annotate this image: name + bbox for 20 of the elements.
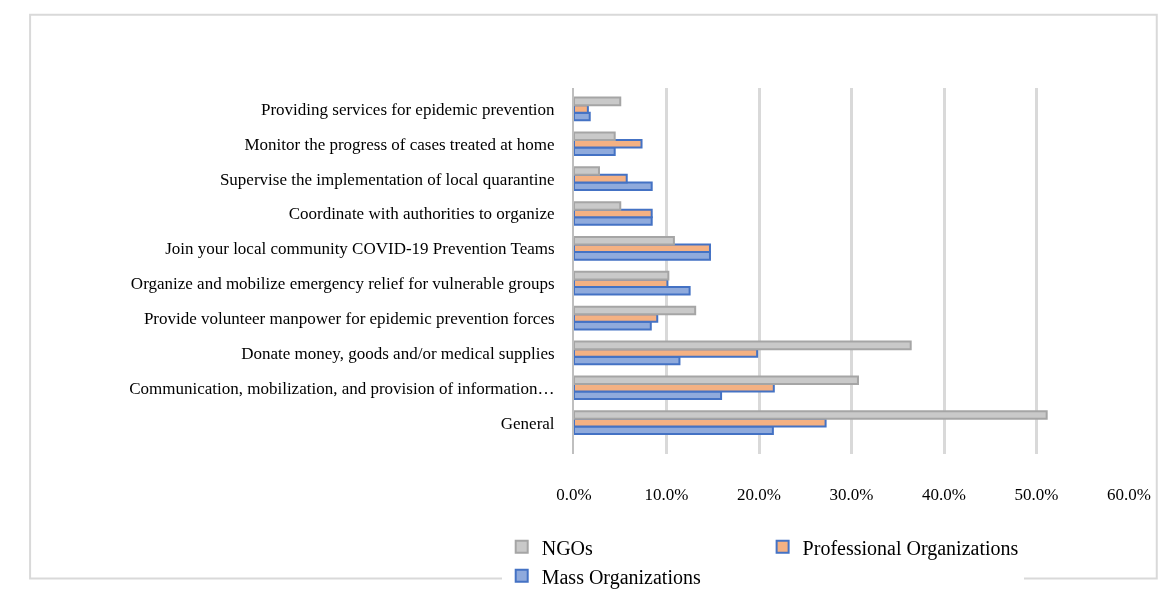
y-tick-label: Join your local community COVID-19 Prevention Teams	[165, 239, 555, 259]
legend-label: Professional Organizations	[802, 536, 1019, 560]
x-tick-label: 0.0%	[556, 485, 592, 504]
y-tick-label: Provide volunteer manpower for epidemic prevention forces	[143, 309, 555, 329]
y-tick-label: Monitor the progress of cases treated at home	[244, 134, 555, 154]
y-tick-label: General	[500, 413, 555, 433]
y-tick-label: Providing services for epidemic prevention	[260, 99, 556, 119]
y-tick-label: Donate money, goods and/or medical supplies	[241, 343, 555, 363]
y-tick-label: Organize and mobilize emergency relief for vulnerable groups	[130, 274, 555, 294]
x-tick-label: 20.0%	[737, 485, 781, 504]
x-tick-label: 30.0%	[829, 485, 874, 504]
legend-label: Mass Organizations	[541, 565, 701, 589]
y-tick-label: Supervise the implementation of local quarantine	[219, 169, 555, 189]
y-tick-label: Coordinate with authorities to organize	[288, 204, 555, 224]
x-tick-label: 50.0%	[1014, 485, 1059, 504]
legend-label: NGOs	[541, 536, 594, 559]
x-tick-label: 40.0%	[922, 485, 966, 504]
x-tick-label: 10.0%	[644, 485, 689, 504]
y-tick-label: Communication, mobilization, and provision of information…	[129, 378, 555, 398]
x-tick-label: 60.0%	[1107, 485, 1151, 504]
